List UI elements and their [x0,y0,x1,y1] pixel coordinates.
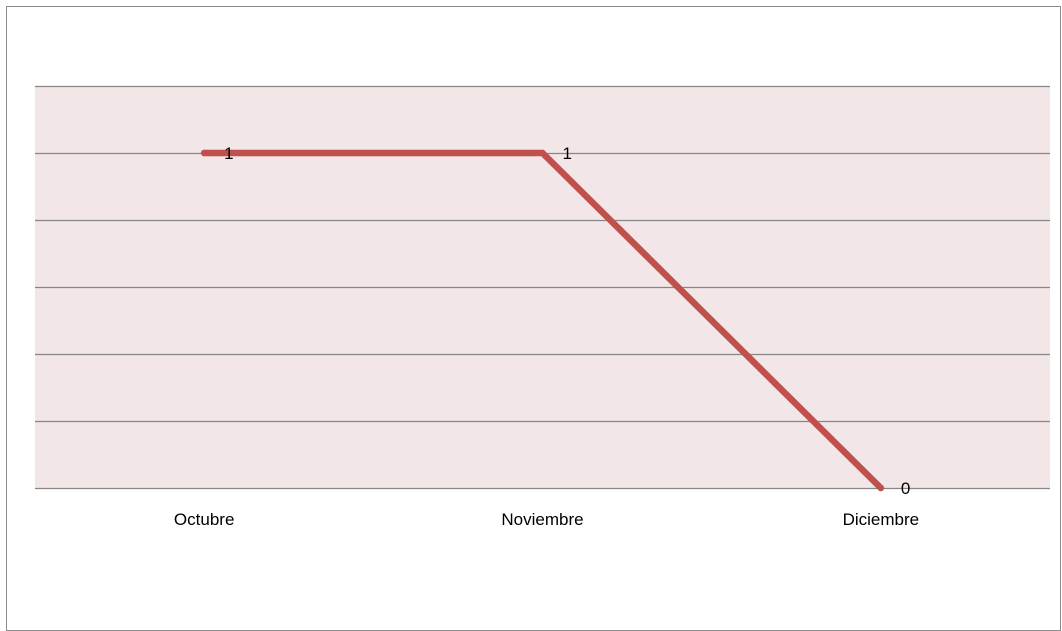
series-layer [200,149,885,492]
data-point [539,149,546,157]
data-label: 0 [901,479,910,498]
data-point [877,484,885,492]
x-tick-label: Diciembre [843,510,920,529]
data-label: 1 [224,144,233,163]
x-axis-tick-labels: Octubre Noviembre Diciembre [174,510,919,529]
data-labels: 1 1 0 [224,144,910,498]
data-label: 1 [563,144,572,163]
x-tick-label: Noviembre [501,510,583,529]
data-point [200,149,208,157]
x-tick-label: Octubre [174,510,234,529]
